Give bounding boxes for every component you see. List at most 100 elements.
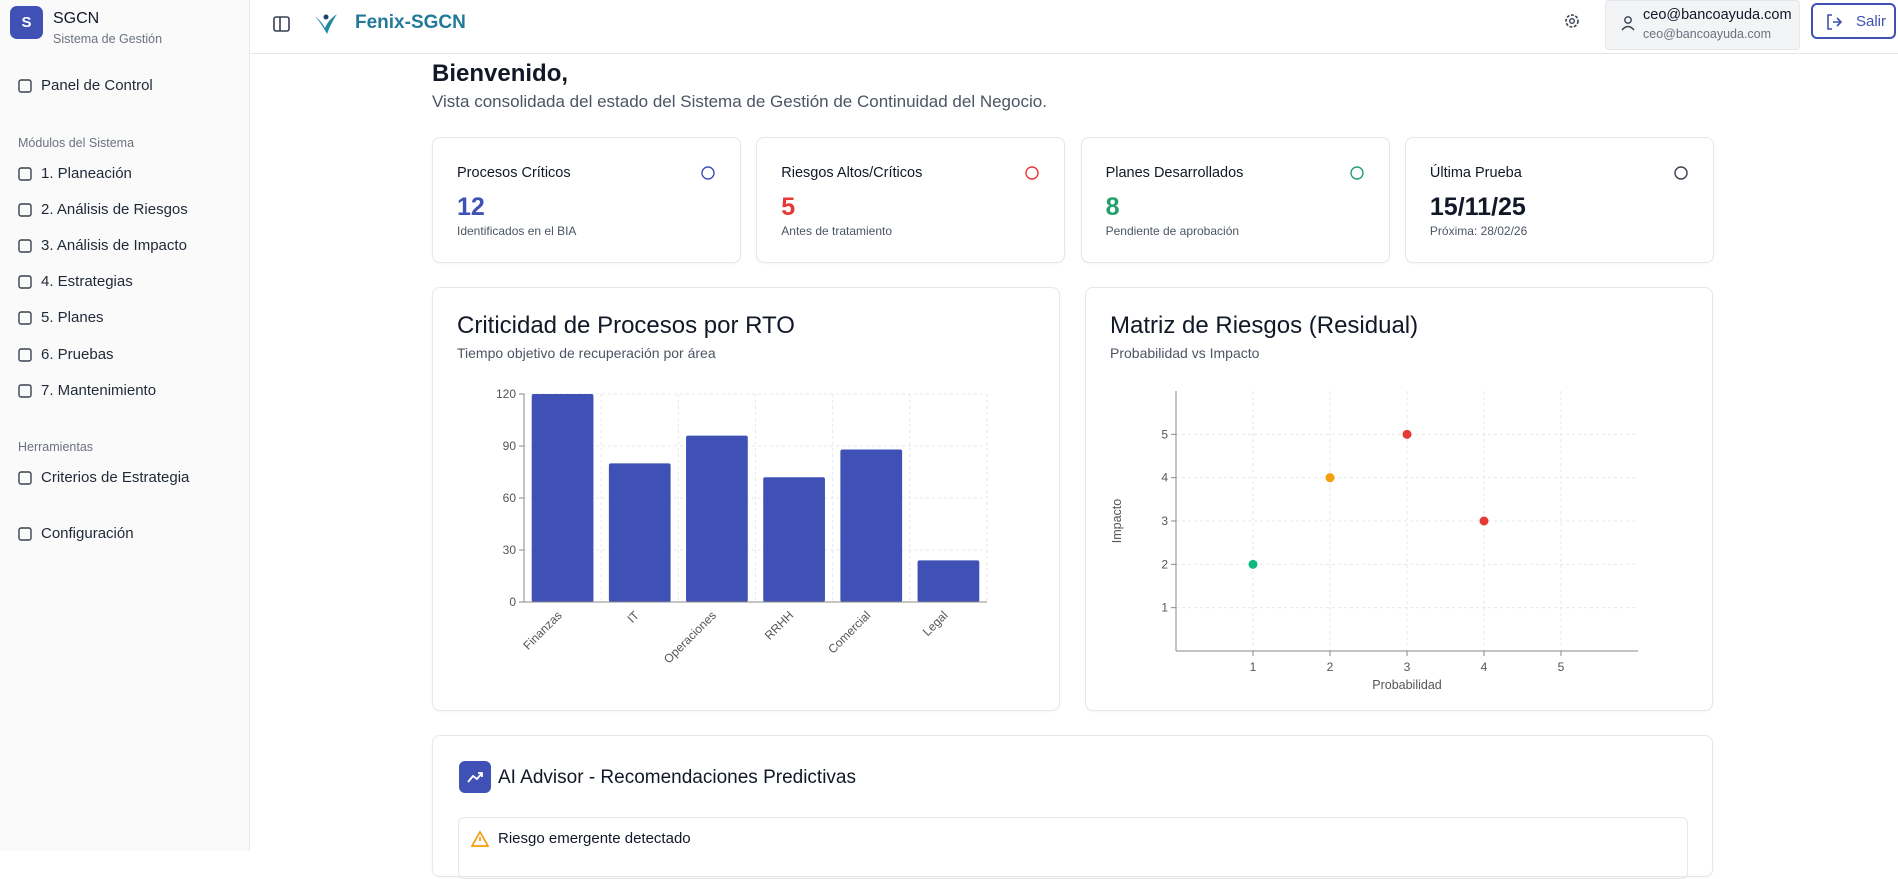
brand-name[interactable]: Fenix-SGCN <box>355 12 466 33</box>
nav-icon <box>18 203 32 217</box>
logout-icon <box>1827 14 1843 30</box>
x-tick-label: Operaciones <box>661 608 719 666</box>
chart-subtitle: Probabilidad vs Impacto <box>1110 345 1260 361</box>
risk-point <box>1402 429 1412 439</box>
icon-shape <box>18 471 32 485</box>
alert-icon <box>471 830 489 847</box>
card-value: 8 <box>1105 193 1120 221</box>
logout-button[interactable]: Salir <box>1811 3 1896 39</box>
y-axis-label: Impacto <box>1110 499 1124 544</box>
nav-item[interactable]: Criterios de Estrategia <box>41 469 190 486</box>
app-logo[interactable]: S <box>10 6 43 39</box>
nav-item[interactable]: 6. Pruebas <box>41 345 114 363</box>
header: Fenix-SGCN ceo@bancoayuda.com ceo@bancoa… <box>250 0 1898 54</box>
bar <box>840 449 903 602</box>
logout-label: Salir <box>1856 13 1887 30</box>
app-name: SGCN <box>53 10 100 27</box>
card-icon <box>701 166 715 180</box>
icon-shape <box>18 383 32 398</box>
nav-item[interactable]: 1. Planeación <box>41 165 132 182</box>
icon-shape <box>18 347 32 362</box>
chart: 1 2 3 4 5 1 2 3 4 5 Probabilidad Impacto <box>1110 391 1638 692</box>
card-label: Última Prueba <box>1429 165 1522 181</box>
kpi-card: Procesos Críticos 12 Identificados en el B… <box>432 137 741 263</box>
x-tick-label: RRHH <box>762 608 796 642</box>
icon-shape <box>1349 166 1364 180</box>
y-tick-label: 30 <box>503 543 517 557</box>
nav-icon <box>18 383 32 398</box>
user-email: ceo@bancoayuda.com <box>1643 27 1772 41</box>
nav-item[interactable]: 4. Estrategias <box>41 273 133 291</box>
card-value: 5 <box>781 193 796 221</box>
bar <box>608 463 671 602</box>
nav-section: Módulos del Sistema <box>18 136 135 150</box>
icon-shape <box>18 275 32 289</box>
icon-shape <box>18 167 32 181</box>
kpi-card: Última Prueba 15/11/25 Próxima: 28/02/26 <box>1404 137 1714 263</box>
card-icon <box>1674 166 1688 180</box>
card-label: Riesgos Altos/Críticos <box>781 165 923 181</box>
card-icon <box>1025 166 1039 180</box>
nav-icon <box>18 527 32 541</box>
x-tick-label: 2 <box>1327 660 1334 674</box>
y-tick-label: 3 <box>1161 514 1168 528</box>
bar <box>763 477 825 602</box>
x-tick-label: Comercial <box>825 608 873 656</box>
brand-logo <box>315 14 337 34</box>
y-tick-label: 120 <box>496 387 516 401</box>
y-tick-label: 4 <box>1161 471 1168 485</box>
nav-icon <box>18 311 32 326</box>
advisor-title: AI Advisor - Recomendaciones Predictivas <box>498 767 856 788</box>
card-note: Antes de tratamiento <box>781 224 893 238</box>
card-value: 15/11/25 <box>1429 193 1526 221</box>
advisor-alert[interactable]: Riesgo emergente detectado <box>458 817 1688 879</box>
welcome-subtitle: Vista consolidada del estado del Sistema… <box>432 92 1047 111</box>
sidebar-toggle[interactable] <box>272 14 292 34</box>
y-tick-label: 0 <box>509 595 516 609</box>
kpi-card: Riesgos Altos/Críticos 5 Antes de tratamie… <box>756 137 1066 263</box>
risk-point <box>1479 516 1489 526</box>
y-tick-label: 60 <box>503 491 517 505</box>
sidebar: S SGCN Sistema de Gestión Panel de Contr… <box>0 0 250 851</box>
bar <box>917 560 980 602</box>
icon-shape <box>18 311 32 326</box>
y-tick-label: 2 <box>1161 557 1168 571</box>
x-tick-label: 5 <box>1558 660 1565 674</box>
nav-icon <box>18 347 32 362</box>
alert-text: Riesgo emergente detectado <box>498 830 691 847</box>
icon-shape <box>18 79 32 93</box>
x-tick-label: 1 <box>1250 660 1257 674</box>
user-icon <box>1621 16 1635 31</box>
settings-button[interactable] <box>1563 12 1581 30</box>
nav-item[interactable]: Configuración <box>41 525 134 542</box>
card-label: Planes Desarrollados <box>1105 165 1244 181</box>
y-tick-label: 90 <box>503 439 517 453</box>
nav-item[interactable]: 7. Mantenimiento <box>41 381 157 399</box>
kpi-card: Planes Desarrollados 8 Pendiente de aproba… <box>1080 137 1390 263</box>
nav-item[interactable]: 5. Planes <box>41 309 104 327</box>
icon-shape <box>18 203 32 217</box>
card-note: Identificados en el BIA <box>457 224 577 238</box>
advisor-icon <box>459 761 491 793</box>
x-tick-label: Finanzas <box>520 608 564 652</box>
icon-shape <box>701 166 715 180</box>
nav-item[interactable]: Panel de Control <box>41 77 153 94</box>
card-value: 12 <box>457 193 485 221</box>
user-box[interactable]: ceo@bancoayuda.com ceo@bancoayuda.com <box>1605 0 1800 50</box>
x-tick-label: 3 <box>1404 660 1411 674</box>
nav-item[interactable]: 2. Análisis de Riesgos <box>41 201 188 219</box>
chart-subtitle: Tiempo objetivo de recuperación por área <box>457 345 716 361</box>
card-note: Pendiente de aprobación <box>1105 224 1240 238</box>
welcome-title: Bienvenido, <box>432 60 569 87</box>
card-note: Próxima: 28/02/26 <box>1429 224 1528 238</box>
nav-icon <box>18 79 32 93</box>
risk-point <box>1248 559 1258 569</box>
nav-icon <box>18 167 32 181</box>
card-label: Procesos Críticos <box>457 165 571 181</box>
nav-item[interactable]: 3. Análisis de Impacto <box>41 237 187 255</box>
icon-shape <box>1025 166 1039 180</box>
y-tick-label: 1 <box>1161 601 1168 615</box>
icon-shape <box>18 239 32 253</box>
